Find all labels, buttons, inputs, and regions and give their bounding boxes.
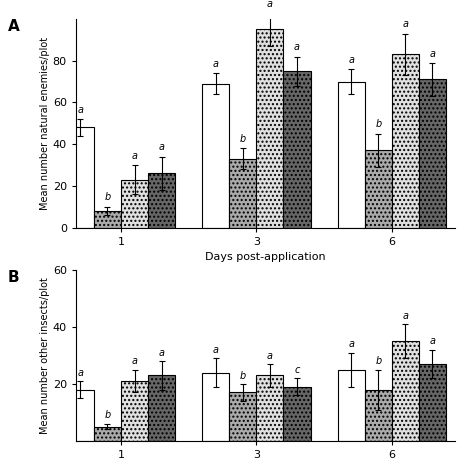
Bar [283,387,310,441]
Text: a: a [77,105,83,115]
Text: c: c [294,365,300,375]
Text: b: b [104,410,110,420]
Text: a: a [131,356,137,366]
Text: a: a [159,143,164,153]
Text: b: b [240,371,246,381]
Text: b: b [240,134,246,144]
Bar [202,83,229,228]
Text: a: a [213,59,219,69]
Text: a: a [267,351,273,361]
Text: b: b [375,356,382,366]
Bar [392,55,419,228]
Text: a: a [213,345,219,355]
Bar [229,159,256,228]
Bar [419,80,446,228]
Bar [337,82,365,228]
Bar [202,373,229,441]
Text: a: a [348,55,354,65]
Text: B: B [8,270,19,285]
Text: b: b [375,119,382,129]
Bar [256,29,283,228]
X-axis label: Days post-application: Days post-application [205,252,326,262]
Text: a: a [267,0,273,9]
Bar [94,427,121,441]
Bar [392,341,419,441]
Bar [283,71,310,228]
Text: b: b [104,192,110,202]
Y-axis label: Mean number other insects/plot: Mean number other insects/plot [40,277,50,434]
Y-axis label: Mean number natural enemies/plot: Mean number natural enemies/plot [40,36,50,210]
Text: a: a [402,311,409,321]
Bar [148,173,175,228]
Text: a: a [348,339,354,349]
Text: a: a [77,368,83,378]
Bar [67,128,94,228]
Bar [121,381,148,441]
Text: a: a [429,49,436,59]
Bar [256,375,283,441]
Bar [121,180,148,228]
Bar [148,375,175,441]
Text: a: a [294,42,300,52]
Text: a: a [131,151,137,161]
Text: a: a [429,337,436,346]
Bar [94,211,121,228]
Bar [365,390,392,441]
Text: a: a [159,348,164,358]
Text: A: A [8,19,19,34]
Bar [67,390,94,441]
Bar [229,392,256,441]
Text: a: a [402,19,409,29]
Bar [337,370,365,441]
Bar [419,364,446,441]
Bar [365,150,392,228]
